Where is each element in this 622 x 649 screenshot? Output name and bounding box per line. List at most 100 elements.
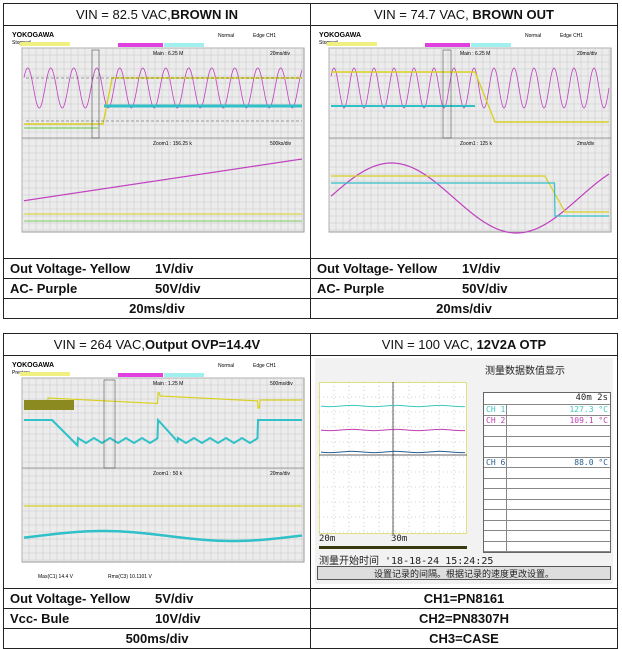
brand-logo: YOKOGAWA <box>319 32 361 39</box>
channel-trace <box>321 404 466 408</box>
channel-value <box>507 426 610 436</box>
interval: 40m 2s <box>484 393 610 405</box>
trigger-setting: Edge CH1 <box>560 33 583 39</box>
main-timebase: 20ms/div <box>270 51 291 57</box>
zoom-timebase: 2ms/div <box>577 141 595 147</box>
value-row: CH 6 88.0 °C <box>484 457 610 468</box>
ac-zoom-waveform <box>330 162 610 234</box>
channel-name <box>484 520 507 530</box>
channel-value: 127.3 °C <box>569 405 608 414</box>
channel-name <box>484 489 507 499</box>
channel-name: CH 2 <box>486 415 507 425</box>
row-ac: AC- Purple 50V/div <box>310 278 618 299</box>
value-row <box>484 520 610 531</box>
channel-value: 88.0 °C <box>574 457 608 467</box>
main-window-label: Main : 6.25 M <box>153 51 183 57</box>
channel-value <box>507 521 610 531</box>
channel-value <box>507 447 610 457</box>
value-row <box>484 510 610 521</box>
start-time: 测量开始时间 '18-18-24 15:24:25 <box>319 556 494 567</box>
zoom-window-label: Zoom1 : 156.25 k <box>153 141 192 147</box>
ac-zoom-waveform <box>23 158 303 202</box>
channel-name <box>484 468 507 478</box>
channel-name: CH 1 <box>486 405 507 415</box>
row-vcc: Vcc- Bule 10V/div <box>3 608 311 629</box>
recorder-value-table: 40m 2s CH 1 127.3 °C CH 2 109.1 °C CH 6 88.0 … <box>483 392 611 553</box>
row-out-voltage: Out Voltage- Yellow 1V/div <box>3 258 311 279</box>
temperature-recorder-screenshot: 测量数据数值显示 40m 2s CH 1 127.3 °C CH 2 109.1 °C… <box>315 358 613 584</box>
value-row <box>484 436 610 447</box>
value-row <box>484 478 610 489</box>
value-row <box>484 531 610 542</box>
row-timebase: 500ms/div <box>3 628 311 649</box>
cyan-zoom-waveform <box>331 182 609 217</box>
readout: Rms(C3) 10.1101 V <box>108 574 152 580</box>
brown-in-title: VIN = 82.5 VAC,BROWN IN <box>3 3 311 26</box>
value-row <box>484 468 610 479</box>
zoom-cursor-box <box>91 49 100 139</box>
channel-value <box>507 468 610 478</box>
ac-waveform <box>23 67 303 109</box>
value-row <box>484 447 610 458</box>
channel-trace <box>321 450 466 454</box>
channel-name: CH 6 <box>486 457 507 467</box>
zoom-window-label: Zoom1 : 50 k <box>153 471 183 477</box>
channel-name <box>484 541 507 551</box>
main-window-label: Main : 1.25 M <box>153 381 183 387</box>
ch3-label-bar <box>164 43 204 47</box>
row-timebase: 20ms/div <box>310 298 618 319</box>
scope-mode: Normal <box>218 33 234 39</box>
time-label: 20m <box>319 534 336 544</box>
zoom-timebase: 20ms/div <box>270 471 291 477</box>
ch2-label-bar <box>425 43 470 47</box>
row-ch2: CH2=PN8307H <box>310 608 618 629</box>
row-ac: AC- Purple 50V/div <box>3 278 311 299</box>
output-voltage-waveform <box>331 71 609 123</box>
main-window-label: Main : 6.25 M <box>460 51 490 57</box>
ch3-label-bar <box>164 373 204 377</box>
status-bar: 设置记录的间隔。根据记录的速度更改设置。 <box>317 566 611 580</box>
ovp-otp-table: VIN = 264 VAC,Output OVP=14.4V VIN = 100… <box>3 333 618 649</box>
output-voltage-waveform <box>24 392 302 409</box>
grid-area <box>21 47 305 233</box>
row-out-voltage: Out Voltage- Yellow 1V/div <box>310 258 618 279</box>
channel-value: 109.1 °C <box>569 415 608 425</box>
output-zoom-waveform <box>331 175 609 213</box>
channel-value <box>507 500 610 510</box>
channel-name <box>484 510 507 520</box>
channel-name <box>484 531 507 541</box>
channel-value <box>507 479 610 489</box>
channel-value <box>507 531 610 541</box>
main-timebase: 20ms/div <box>577 51 598 57</box>
brown-out-title: VIN = 74.7 VAC, BROWN OUT <box>310 3 618 26</box>
row-ch1: CH1=PN8161 <box>310 588 618 609</box>
value-row <box>484 489 610 500</box>
ch2-label-bar <box>118 43 163 47</box>
vcc-waveform <box>24 417 302 448</box>
value-row: CH 2 109.1 °C <box>484 415 610 426</box>
row-ch3: CH3=CASE <box>310 628 618 649</box>
channel-name <box>484 436 507 446</box>
ovp-burst <box>24 400 74 410</box>
value-row <box>484 499 610 510</box>
scope-mode: Normal <box>218 363 234 369</box>
value-row: CH 1 127.3 °C <box>484 405 610 416</box>
zoom-window-label: Zoom1 : 125 k <box>460 141 492 147</box>
channel-value <box>507 437 610 447</box>
main-timebase: 500ms/div <box>270 381 293 387</box>
grid-area <box>328 47 612 233</box>
trigger-setting: Edge CH1 <box>253 33 276 39</box>
trigger-setting: Edge CH1 <box>253 363 276 369</box>
channel-name <box>484 499 507 509</box>
channel-value <box>507 489 610 499</box>
ch1-label-bar <box>327 42 377 46</box>
channel-trace <box>321 428 466 432</box>
value-row <box>484 426 610 437</box>
ovp-title: VIN = 264 VAC,Output OVP=14.4V <box>3 333 311 356</box>
ac-waveform <box>330 67 610 109</box>
row-out-voltage: Out Voltage- Yellow 5V/div <box>3 588 311 609</box>
recorder-heading: 测量数据数值显示 <box>485 366 565 377</box>
vcc-zoom-waveform <box>23 529 303 543</box>
